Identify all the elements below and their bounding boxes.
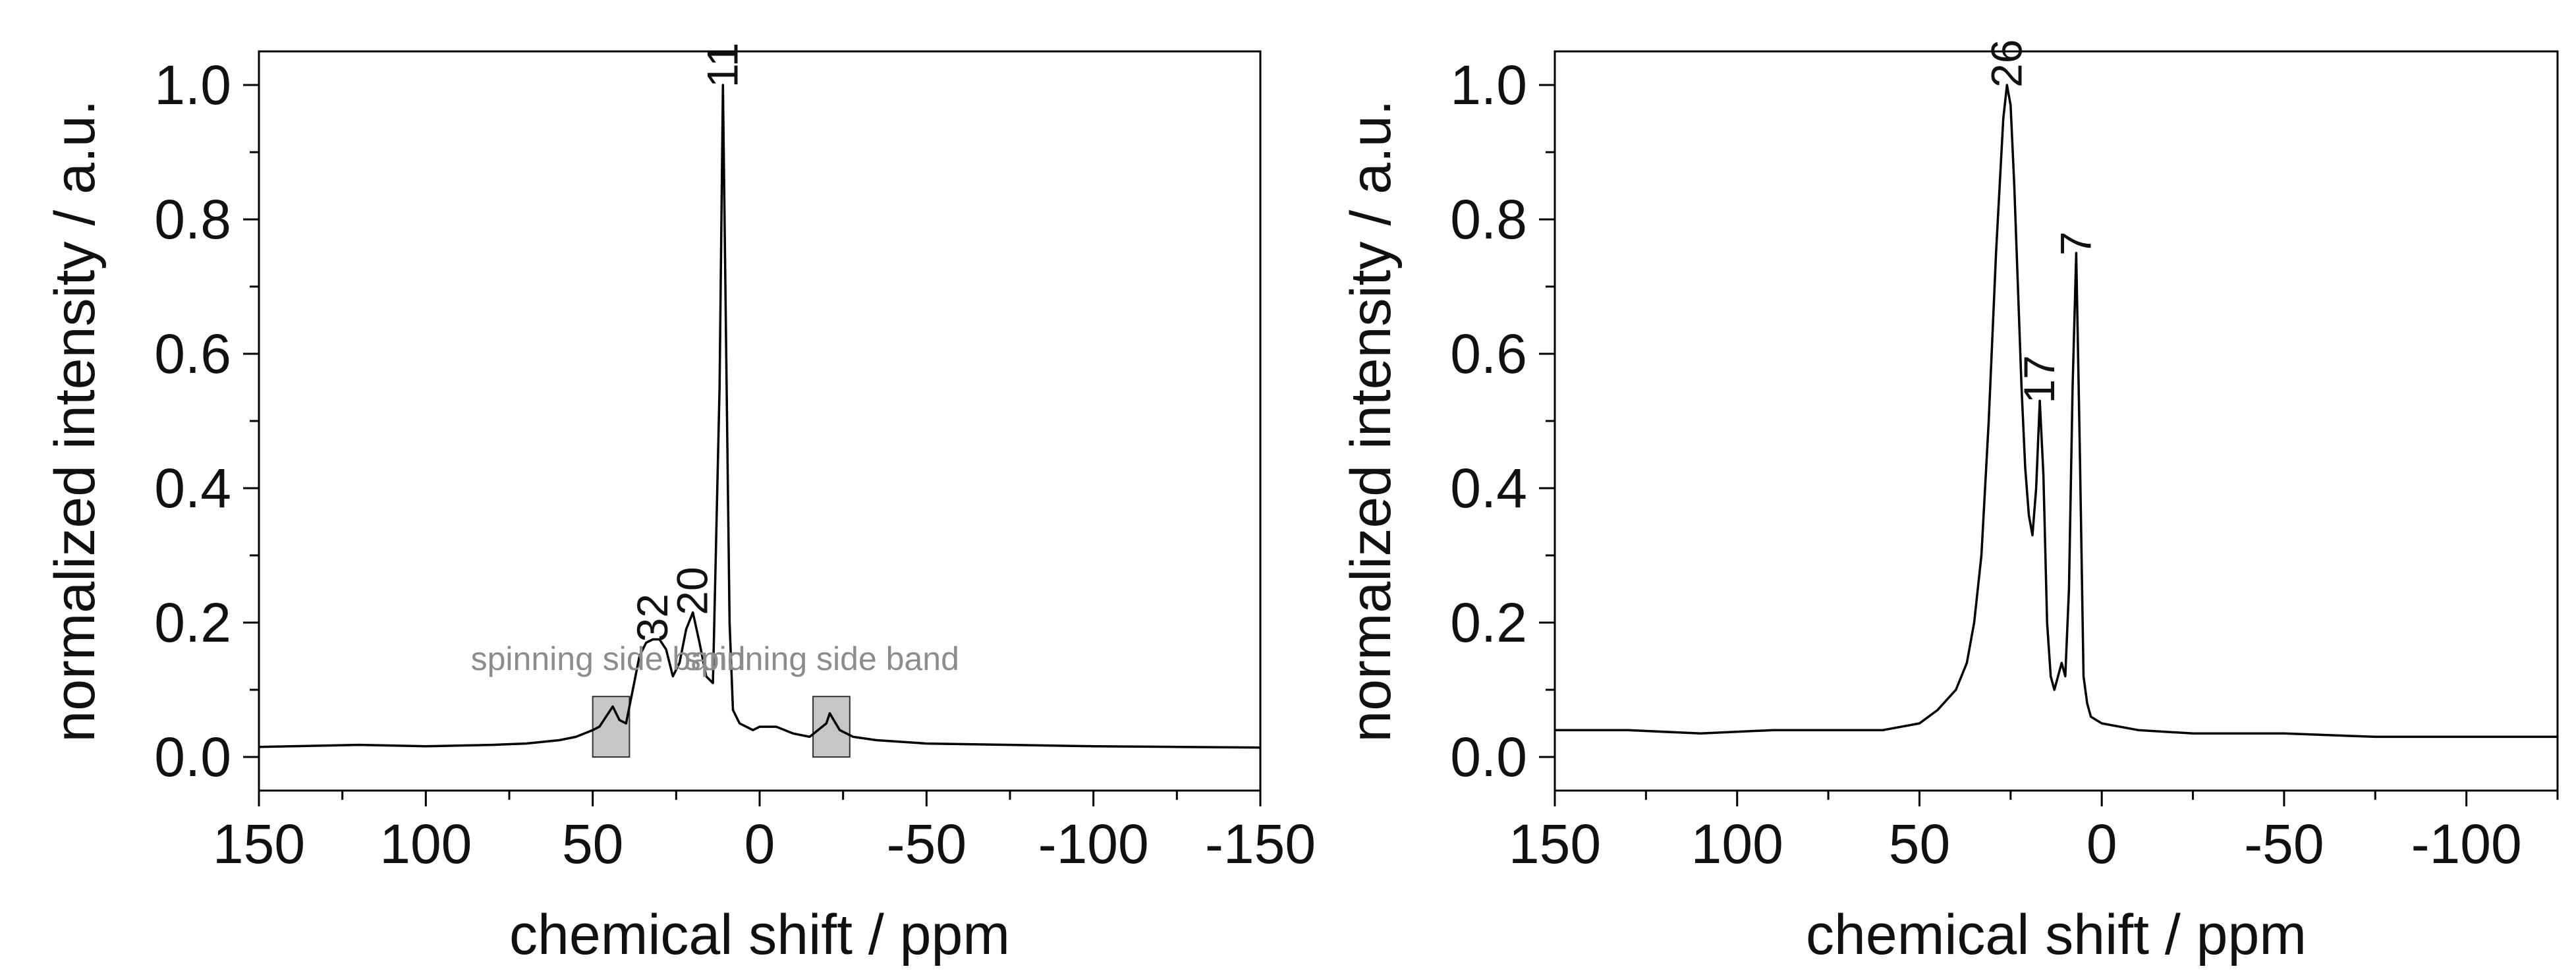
y-axis-title: normalized intensity / a.u. [43, 99, 107, 742]
x-tick-label: 50 [1889, 813, 1950, 875]
spectrum-line [258, 84, 1261, 749]
y-tick-label: 0.2 [154, 592, 231, 654]
x-tick-label: -50 [2244, 813, 2324, 875]
peak-label-17: 17 [2015, 355, 2063, 403]
x-tick-label: -50 [887, 813, 966, 875]
x-tick-label: 0 [2086, 813, 2117, 875]
peak-label-11: 11 [698, 42, 746, 88]
x-tick-label: 50 [562, 813, 623, 875]
y-tick-label: 0.4 [154, 457, 231, 519]
x-axis-title: chemical shift / ppm [1806, 903, 2307, 966]
y-axis-title: normalized intensity / a.u. [1339, 99, 1403, 742]
chart-2: 150 100 50 0 -50 -100 0.0 0.2 0.4 0.6 0.8 1.0 chemic… [1339, 40, 2559, 966]
x-tick-label: 150 [213, 813, 305, 875]
spectrum-line [1555, 84, 2558, 739]
peak-label-20: 20 [668, 567, 717, 615]
x-tick-label: 100 [1691, 813, 1783, 875]
x-tick-label: 150 [1509, 813, 1601, 875]
x-tick-label: -100 [2411, 813, 2522, 875]
y-tick-label: 1.0 [1450, 54, 1527, 116]
x-axis-title: chemical shift / ppm [509, 903, 1010, 966]
plot-frame [258, 50, 1262, 792]
spinning-side-band-label: spinning side band [471, 640, 746, 677]
y-tick-label: 1.0 [154, 54, 231, 116]
y-tick-label: 0.6 [1450, 323, 1527, 385]
peak-label-7: 7 [2051, 231, 2100, 256]
y-tick-label: 0.6 [154, 323, 231, 385]
x-tick-label: 100 [379, 813, 472, 875]
x-tick-label: 0 [744, 813, 775, 875]
spinning-side-band-region [812, 696, 851, 758]
y-tick-label: 0.8 [154, 188, 231, 250]
peak-label-26: 26 [1982, 40, 2030, 88]
y-tick-label: 0.2 [1450, 592, 1527, 654]
peak-label-32: 32 [628, 594, 677, 642]
y-tick-label: 0.4 [1450, 457, 1527, 519]
spinning-side-band-label: spinning side band [685, 640, 959, 677]
chart-1: 150 100 50 0 -50 -100 -150 0.0 0.2 0.4 0.6 0.8 1.0 ch… [43, 42, 1316, 966]
y-tick-label: 0.8 [1450, 188, 1527, 250]
y-tick-label: 0.0 [154, 726, 231, 788]
x-tick-label: -150 [1205, 813, 1316, 875]
y-tick-label: 0.0 [1450, 726, 1527, 788]
x-tick-label: -100 [1038, 813, 1149, 875]
